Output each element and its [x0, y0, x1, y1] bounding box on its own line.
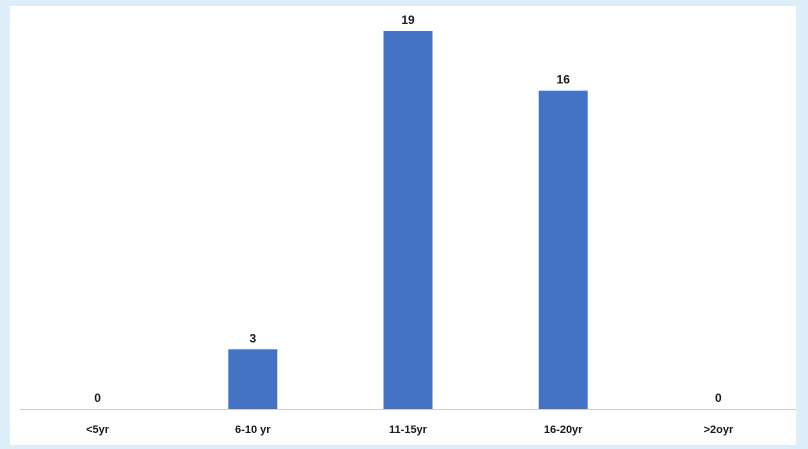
x-tick-label-0: <5yr [86, 424, 110, 436]
value-labels-group: 0 3 19 16 0 [94, 13, 722, 405]
data-label-3: 16 [557, 73, 571, 87]
data-label-1: 3 [249, 331, 256, 345]
x-tick-label-4: >2oyr [704, 424, 734, 436]
x-tick-label-2: 11-15yr [389, 424, 428, 436]
x-tick-labels-group: <5yr 6-10 yr 11-15yr 16-20yr >2oyr [86, 424, 734, 436]
data-label-4: 0 [715, 391, 722, 405]
x-tick-label-3: 16-20yr [544, 424, 583, 436]
data-label-2: 19 [401, 13, 415, 27]
bar-2 [383, 31, 433, 409]
data-label-0: 0 [94, 391, 101, 405]
x-tick-label-1: 6-10 yr [235, 424, 271, 436]
bars-group [228, 31, 588, 409]
bar-1 [228, 349, 278, 409]
bar-3 [538, 90, 588, 409]
